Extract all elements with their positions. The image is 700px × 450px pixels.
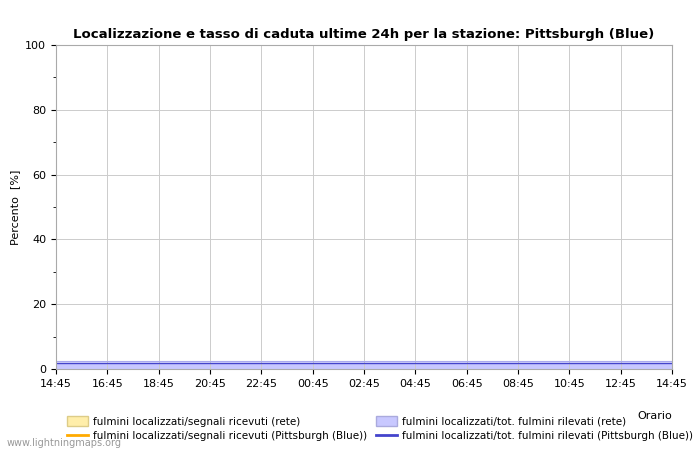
- Text: www.lightningmaps.org: www.lightningmaps.org: [7, 438, 122, 448]
- Text: Orario: Orario: [637, 411, 672, 421]
- Y-axis label: Percento  [%]: Percento [%]: [10, 169, 20, 245]
- Title: Localizzazione e tasso di caduta ultime 24h per la stazione: Pittsburgh (Blue): Localizzazione e tasso di caduta ultime …: [74, 28, 654, 41]
- Legend: fulmini localizzati/segnali ricevuti (rete), fulmini localizzati/segnali ricevut: fulmini localizzati/segnali ricevuti (re…: [67, 416, 693, 441]
